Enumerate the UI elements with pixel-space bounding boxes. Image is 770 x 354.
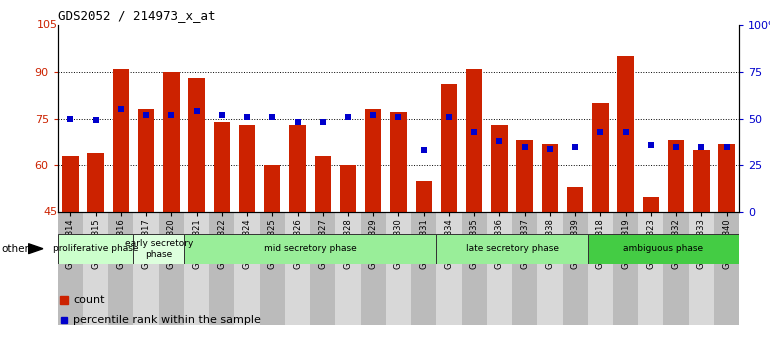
Bar	[386, 212, 411, 325]
Bar	[264, 165, 280, 212]
Bar	[365, 109, 381, 212]
Text: late secretory phase: late secretory phase	[466, 244, 558, 253]
Bar	[517, 141, 533, 212]
Bar	[592, 103, 608, 212]
Bar	[138, 109, 154, 212]
Bar	[714, 212, 739, 325]
Bar	[537, 212, 563, 325]
Bar	[184, 234, 437, 264]
Bar	[437, 234, 588, 264]
Bar	[112, 69, 129, 212]
Bar	[668, 141, 685, 212]
Text: other: other	[2, 244, 29, 254]
Text: 105: 105	[37, 20, 58, 30]
Bar	[213, 122, 230, 212]
Bar	[239, 125, 255, 212]
Bar	[718, 144, 735, 212]
Bar	[693, 150, 709, 212]
Bar	[688, 212, 714, 325]
Bar	[83, 212, 109, 325]
Polygon shape	[28, 244, 43, 254]
Bar	[209, 212, 234, 325]
Text: GDS2052 / 214973_x_at: GDS2052 / 214973_x_at	[58, 9, 216, 22]
Bar	[259, 212, 285, 325]
Bar	[336, 212, 360, 325]
Bar	[416, 181, 432, 212]
Bar	[440, 84, 457, 212]
Bar	[62, 156, 79, 212]
Bar	[618, 56, 634, 212]
Bar	[437, 212, 461, 325]
Bar	[638, 212, 664, 325]
Bar	[159, 212, 184, 325]
Bar	[588, 234, 739, 264]
Bar	[340, 165, 357, 212]
Bar	[466, 69, 482, 212]
Bar	[487, 212, 512, 325]
Text: 45: 45	[44, 207, 58, 217]
Bar	[290, 125, 306, 212]
Bar	[491, 125, 507, 212]
Bar	[567, 187, 584, 212]
Bar	[542, 144, 558, 212]
Bar	[315, 156, 331, 212]
Text: early secretory
phase: early secretory phase	[125, 239, 193, 259]
Bar	[234, 212, 259, 325]
Bar	[88, 153, 104, 212]
Text: ambiguous phase: ambiguous phase	[624, 244, 704, 253]
Bar	[613, 212, 638, 325]
Bar	[411, 212, 437, 325]
Text: count: count	[73, 295, 105, 305]
Bar	[588, 212, 613, 325]
Bar	[310, 212, 336, 325]
Text: mid secretory phase: mid secretory phase	[264, 244, 357, 253]
Bar	[664, 212, 688, 325]
Bar	[109, 212, 133, 325]
Text: proliferative phase: proliferative phase	[53, 244, 139, 253]
Text: percentile rank within the sample: percentile rank within the sample	[73, 315, 261, 325]
Bar	[163, 72, 179, 212]
Bar	[133, 234, 184, 264]
Bar	[360, 212, 386, 325]
Bar	[285, 212, 310, 325]
Bar	[58, 212, 83, 325]
Bar	[133, 212, 159, 325]
Bar	[461, 212, 487, 325]
Bar	[643, 197, 659, 212]
Bar	[512, 212, 537, 325]
Bar	[390, 112, 407, 212]
Bar	[184, 212, 209, 325]
Bar	[563, 212, 588, 325]
Bar	[189, 78, 205, 212]
Bar	[58, 234, 133, 264]
